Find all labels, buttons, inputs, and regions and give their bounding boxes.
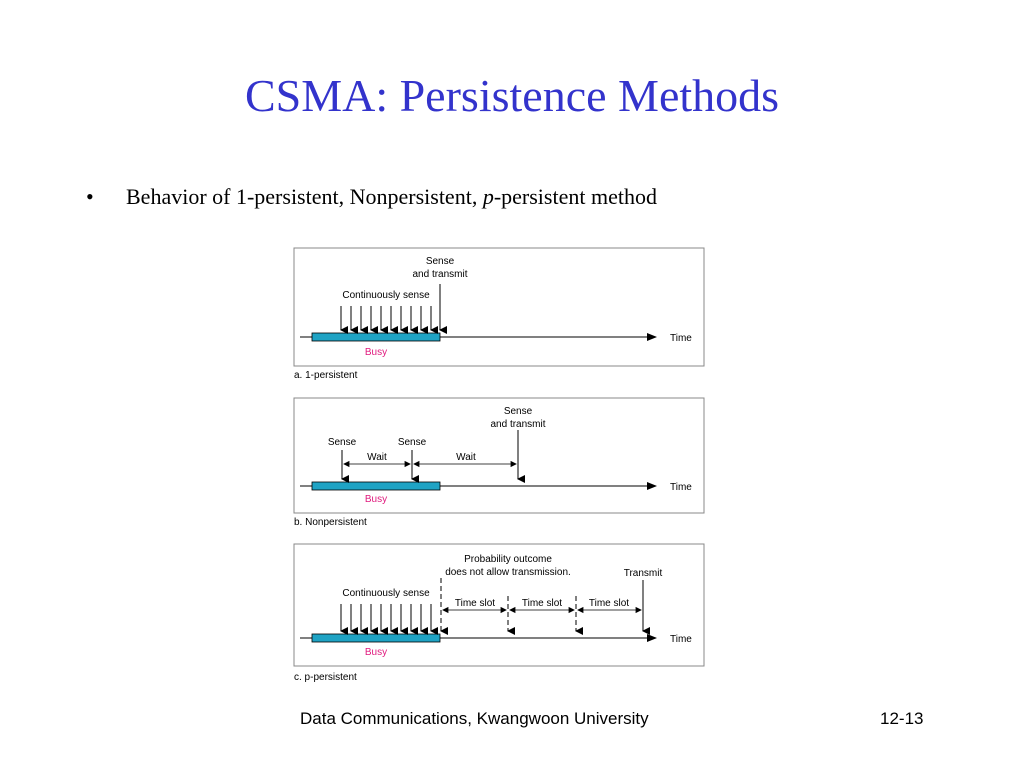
panel-nonpersistent: Time Busy Sense Sense Wait Wait Sense an… (293, 397, 705, 528)
slot-interval-3 (577, 606, 642, 614)
sense-transmit-label-line1: Sense (426, 256, 455, 267)
wait-interval-2 (413, 460, 517, 468)
panel-c-caption: c. p-persistent (294, 672, 357, 683)
sense-label-1: Sense (328, 437, 357, 448)
panel-b-frame (293, 397, 705, 514)
continuous-sense-label: Continuously sense (342, 588, 430, 599)
wait-label-2: Wait (456, 452, 476, 463)
time-label: Time (670, 634, 692, 645)
slot-interval-2 (509, 606, 575, 614)
sense-transmit-label-line1: Sense (504, 406, 533, 417)
bullet-text-prefix: Behavior of 1-persistent, Nonpersistent, (126, 184, 483, 209)
continuous-sense-label: Continuously sense (342, 290, 430, 301)
busy-label: Busy (365, 347, 387, 358)
time-label: Time (670, 482, 692, 493)
sense-transmit-label-line2: and transmit (490, 419, 545, 430)
slot-interval-1 (442, 606, 507, 614)
panel-1-persistent: Time Busy Continuously sense Sense and t… (293, 247, 705, 381)
wait-label-1: Wait (367, 452, 387, 463)
busy-bar (311, 481, 441, 491)
busy-label: Busy (365, 647, 387, 658)
persistence-diagram: Time Busy Continuously sense Sense and t… (293, 247, 705, 683)
footer-page-number: 12-13 (880, 709, 924, 728)
transmit-label: Transmit (624, 568, 663, 579)
sense-label-2: Sense (398, 437, 427, 448)
panel-c-frame (293, 543, 705, 667)
time-slot-label-1: Time slot (455, 598, 495, 609)
busy-bar (311, 633, 441, 643)
probability-label-line2: does not allow transmission. (445, 567, 571, 578)
probability-label-line1: Probability outcome (464, 554, 552, 565)
slot-boundaries (440, 578, 583, 635)
panel-a-caption: a. 1-persistent (294, 370, 358, 381)
panel-a-frame (293, 247, 705, 367)
busy-label: Busy (365, 494, 387, 505)
bullet-dot-icon: • (86, 184, 94, 209)
slide-title: CSMA: Persistence Methods (244, 70, 780, 121)
bullet-text-italic: p (482, 184, 494, 209)
sense-arrows (340, 604, 438, 635)
sense-transmit-label-line2: and transmit (412, 269, 467, 280)
bullet-item: • Behavior of 1-persistent, Nonpersistent… (86, 184, 657, 210)
panel-b-caption: b. Nonpersistent (294, 517, 367, 528)
footer-course: Data Communications, Kwangwoon Universit… (300, 709, 649, 728)
sense-arrows (340, 284, 447, 334)
time-slot-label-3: Time slot (589, 598, 629, 609)
time-label: Time (670, 333, 692, 344)
busy-bar (311, 332, 441, 342)
panel-p-persistent: Time Busy Continuously sense (293, 543, 705, 683)
wait-interval-1 (343, 460, 411, 468)
time-slot-label-2: Time slot (522, 598, 562, 609)
bullet-text-suffix: -persistent method (493, 184, 657, 209)
